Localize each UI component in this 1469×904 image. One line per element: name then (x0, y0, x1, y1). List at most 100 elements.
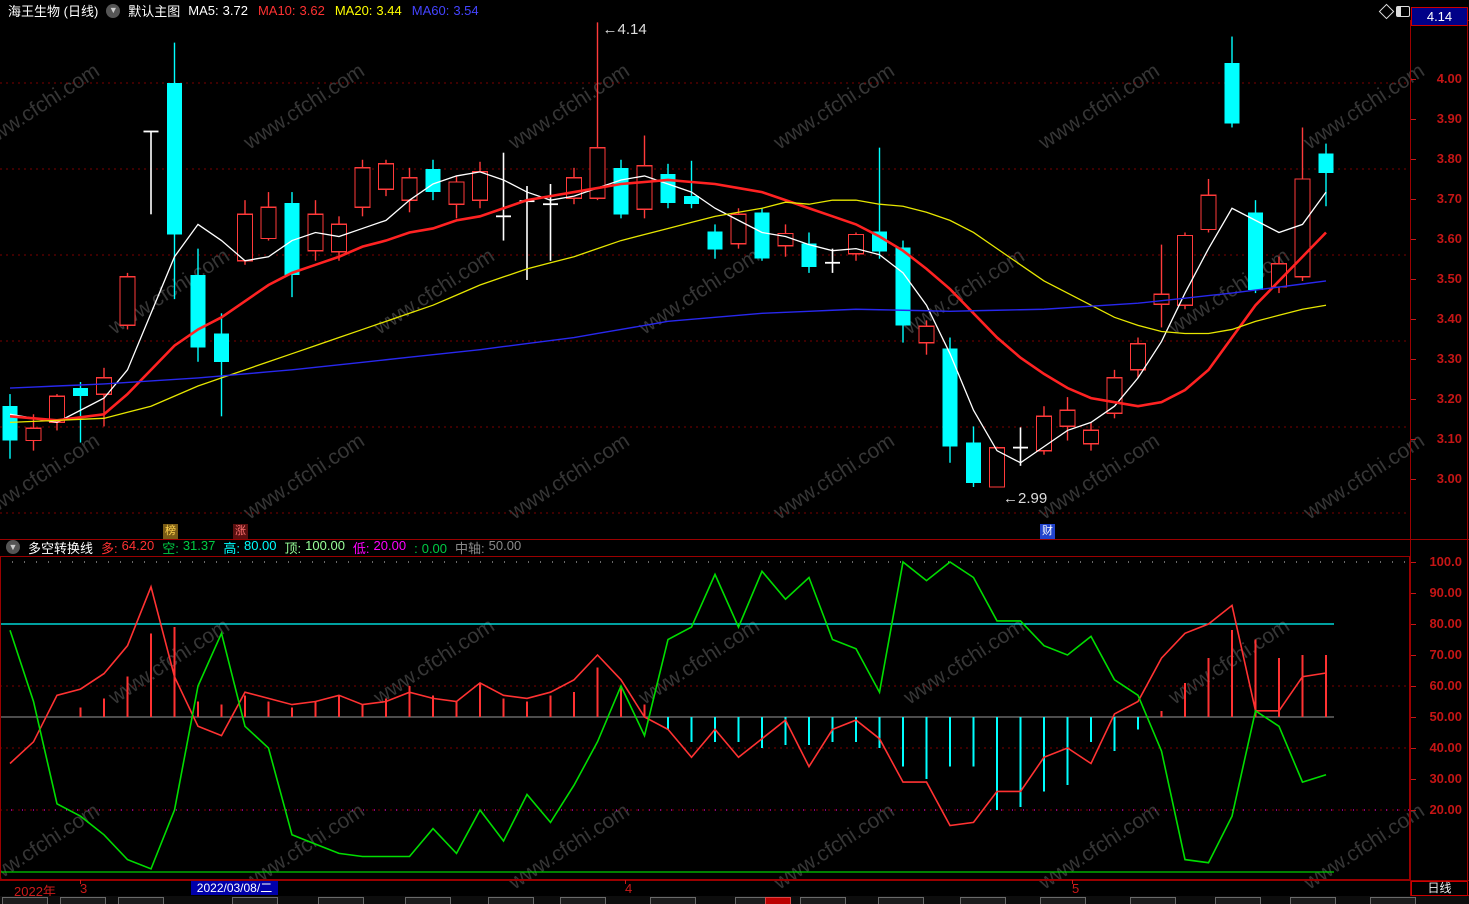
overlay-label: 默认主图 (128, 4, 181, 19)
taskbar-item[interactable] (232, 897, 278, 904)
taskbar-item[interactable] (2, 897, 48, 904)
taskbar-item[interactable] (1290, 897, 1336, 904)
candle-up (1082, 429, 1100, 445)
taskbar-item[interactable] (318, 897, 364, 904)
axis-tick (1411, 279, 1416, 280)
period-label[interactable]: 日线 (1411, 881, 1468, 896)
ma-line-MA60 (9, 280, 1327, 389)
price-axis-label: 3.00 (1436, 471, 1462, 486)
indicator-values: 多: 64.20 空: 31.37 高: 80.00 顶: 100.00 低: 20.00:0.0… (101, 538, 529, 557)
taskbar-item[interactable] (960, 897, 1006, 904)
feature-badge[interactable]: 财 (1040, 524, 1055, 539)
candle-down (754, 212, 770, 259)
price-axis-label: 3.60 (1436, 231, 1462, 246)
candle-up (1129, 342, 1147, 371)
price-axis-label: 4.00 (1436, 71, 1462, 86)
taskbar-item[interactable] (650, 897, 696, 904)
indicator-axis-label: 30.00 (1429, 771, 1462, 786)
axis-tick (1411, 810, 1416, 811)
candle-up (95, 377, 113, 395)
chevron-down-icon[interactable]: ▼ (106, 3, 121, 18)
taskbar-item[interactable] (405, 897, 451, 904)
candle-up (847, 233, 865, 255)
candle-up (565, 177, 583, 199)
month-label: 5 (1072, 881, 1080, 896)
ma-value: MA20: 3.44 (334, 3, 402, 18)
candle-down (2, 406, 18, 441)
candle-down (1248, 212, 1263, 291)
candle-down (284, 203, 300, 275)
indicator-pane-border (0, 556, 1410, 880)
indicator-field: 低: 20.00 (352, 537, 407, 556)
taskbar-strip (0, 896, 1469, 904)
axis-tick (1411, 779, 1416, 780)
candles (2, 22, 1334, 488)
candle-up (730, 213, 747, 245)
taskbar-item[interactable] (1040, 897, 1086, 904)
taskbar-item[interactable] (560, 897, 606, 904)
indicator-field: :0.00 (414, 540, 448, 556)
taskbar-item[interactable] (60, 897, 106, 904)
indicator-field: 顶: 100.00 (284, 537, 345, 556)
feature-badge[interactable]: 榜 (163, 524, 178, 539)
axis-tick (1411, 717, 1416, 718)
taskbar-item[interactable] (800, 897, 846, 904)
candle-down (613, 167, 629, 215)
taskbar-item[interactable] (118, 897, 164, 904)
ma-value: MA5: 3.72 (188, 3, 248, 18)
taskbar-item-active[interactable] (765, 897, 791, 904)
candle-down (895, 247, 911, 326)
axis-tick (1411, 439, 1416, 440)
main-pane: ←4.14 ←2.99 (0, 21, 1410, 514)
candle-up (260, 206, 277, 240)
candle-down (73, 388, 88, 397)
axis-tick (1411, 79, 1416, 80)
taskbar-item[interactable] (1215, 897, 1261, 904)
indicator-axis-label: 60.00 (1429, 678, 1462, 693)
axis-tick (1411, 119, 1416, 120)
indicator-axis-label: 50.00 (1429, 709, 1462, 724)
candle-up (1059, 409, 1076, 428)
taskbar-item[interactable] (878, 897, 924, 904)
bull-line (9, 584, 1327, 827)
feature-badge[interactable]: 涨 (233, 524, 248, 539)
axis-tick (1411, 159, 1416, 160)
price-axis-label: 3.80 (1436, 151, 1462, 166)
candle-down (801, 243, 817, 267)
chevron-down-icon[interactable]: ▼ (6, 540, 20, 554)
selected-date: 2022/03/08/二 (191, 881, 278, 895)
candle-up (448, 181, 465, 205)
frame (0, 20, 1469, 896)
candle-down (966, 442, 981, 483)
candle-up (377, 163, 395, 190)
indicator-pane (0, 556, 1410, 880)
month-label: 3 (80, 881, 88, 896)
candle-up (1106, 377, 1123, 414)
ma-value: MA10: 3.62 (257, 3, 325, 18)
indicator-name: 多空转换线 (28, 540, 94, 556)
candle-down (167, 83, 182, 235)
ma-line-MA5 (9, 171, 1327, 464)
indicator-axis-label: 100.0 (1429, 554, 1462, 569)
price-axis-label: 3.50 (1436, 271, 1462, 286)
candle-up (1153, 293, 1170, 305)
candle-up (25, 427, 42, 442)
axis-tick (1411, 239, 1416, 240)
taskbar-item[interactable] (1370, 897, 1416, 904)
candle-up (1176, 234, 1194, 306)
axis-tick (1411, 399, 1416, 400)
indicator-axis-label: 80.00 (1429, 616, 1462, 631)
candle-down (425, 168, 441, 193)
candle-down (190, 274, 206, 348)
candle-down (684, 196, 699, 205)
taskbar-item[interactable] (488, 897, 534, 904)
window-icon[interactable] (1396, 6, 1410, 17)
candle-down (1318, 153, 1334, 173)
taskbar-item[interactable] (1130, 897, 1176, 904)
indicator-axis-label: 20.00 (1429, 802, 1462, 817)
date-axis: 2022年 3 4 5 2022/03/08/二 (0, 880, 1469, 899)
axis-tick (1411, 199, 1416, 200)
candle-up (330, 223, 348, 253)
last-price-box: 4.14 (1411, 7, 1468, 26)
